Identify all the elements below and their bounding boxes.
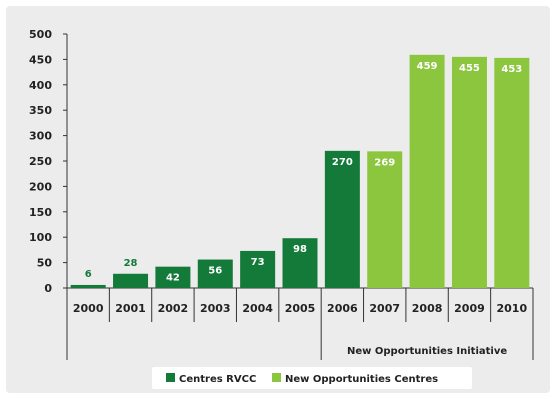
y-tick-label: 300 bbox=[29, 130, 52, 143]
x-tick-label: 2007 bbox=[369, 302, 400, 315]
data-label-2002: 42 bbox=[166, 273, 180, 284]
x-tick-label: 2001 bbox=[115, 302, 146, 315]
bar-2004 bbox=[240, 250, 276, 288]
data-label-2006: 270 bbox=[332, 157, 353, 168]
x-tick-label: 2000 bbox=[73, 302, 104, 315]
y-tick-label: 200 bbox=[29, 180, 52, 193]
data-label-2003: 56 bbox=[208, 266, 222, 277]
y-tick-label: 0 bbox=[44, 282, 52, 295]
y-tick-label: 250 bbox=[29, 155, 52, 168]
legend-swatch-1 bbox=[272, 373, 281, 382]
bar-2007 bbox=[367, 151, 403, 288]
legend-label-1: New Opportunities Centres bbox=[285, 374, 438, 385]
legend-swatch-0 bbox=[166, 373, 175, 382]
legend-label-0: Centres RVCC bbox=[179, 374, 256, 385]
data-label-2010: 453 bbox=[501, 64, 522, 75]
data-label-2008: 459 bbox=[417, 61, 438, 72]
data-label-2001: 28 bbox=[124, 258, 138, 269]
x-tick-label: 2002 bbox=[158, 302, 189, 315]
annotation-label: New Opportunities Initiative bbox=[347, 346, 507, 357]
data-label-2005: 98 bbox=[293, 244, 307, 255]
bar-2000 bbox=[70, 284, 106, 288]
bar-2001 bbox=[113, 273, 149, 288]
y-tick-label: 500 bbox=[29, 28, 52, 41]
y-tick-label: 350 bbox=[29, 104, 52, 117]
data-label-2004: 73 bbox=[251, 257, 265, 268]
y-tick-label: 400 bbox=[29, 79, 52, 92]
y-tick-label: 100 bbox=[29, 231, 52, 244]
data-label-2007: 269 bbox=[374, 157, 395, 168]
x-tick-label: 2005 bbox=[285, 302, 316, 315]
x-tick-label: 2003 bbox=[200, 302, 231, 315]
x-tick-label: 2008 bbox=[412, 302, 443, 315]
x-tick-label: 2004 bbox=[242, 302, 273, 315]
data-label-2009: 455 bbox=[459, 63, 480, 74]
bar-2008 bbox=[409, 54, 445, 288]
bar-2006 bbox=[324, 150, 360, 288]
bar-2009 bbox=[451, 56, 487, 288]
y-tick-label: 150 bbox=[29, 206, 52, 219]
bar-2010 bbox=[494, 57, 530, 288]
y-tick-label: 50 bbox=[37, 257, 53, 270]
x-tick-label: 2010 bbox=[497, 302, 528, 315]
x-tick-label: 2006 bbox=[327, 302, 358, 315]
bar-2002 bbox=[155, 266, 191, 288]
data-label-2000: 6 bbox=[85, 269, 92, 280]
x-tick-label: 2009 bbox=[454, 302, 485, 315]
legend-box bbox=[152, 367, 472, 389]
bar-2003 bbox=[197, 259, 233, 288]
y-tick-label: 450 bbox=[29, 53, 52, 66]
bar-2005 bbox=[282, 238, 318, 288]
